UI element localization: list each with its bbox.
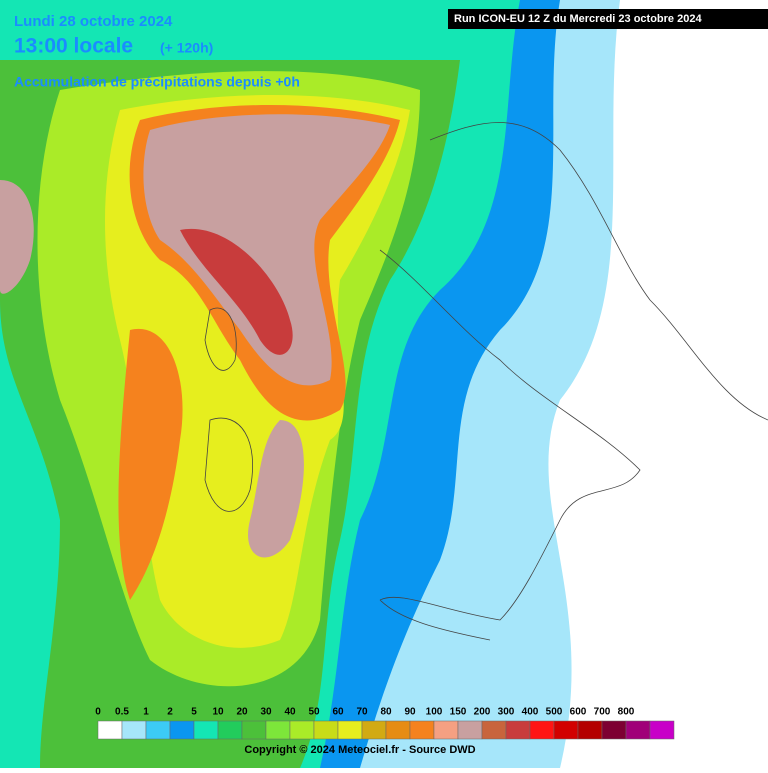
coastlines	[204, 122, 768, 641]
legend-label: 700	[594, 707, 611, 718]
legend-label: 300	[498, 707, 515, 718]
legend-label: 60	[332, 707, 344, 718]
legend-swatch	[433, 720, 459, 740]
legend: 0 0.5 1 2 5 10 20 30 40 50 60 70 80 90 100 150 200 300 400…	[95, 707, 675, 740]
legend-label: 600	[570, 707, 587, 718]
legend-label: 100	[426, 707, 443, 718]
legend-label: 40	[284, 707, 296, 718]
time-label: 13:00 locale	[14, 35, 133, 58]
legend-label: 150	[450, 707, 467, 718]
legend-swatch	[289, 720, 315, 740]
legend-label: 200	[474, 707, 491, 718]
legend-swatch	[625, 720, 651, 740]
legend-label: 0	[95, 707, 101, 718]
legend-swatch	[553, 720, 579, 740]
legend-swatch	[193, 720, 219, 740]
legend-swatch	[97, 720, 123, 740]
legend-swatch	[241, 720, 267, 740]
legend-swatch	[145, 720, 171, 740]
run-info: Run ICON-EU 12 Z du Mercredi 23 octobre …	[454, 13, 702, 25]
legend-swatch	[313, 720, 339, 740]
legend-swatch	[385, 720, 411, 740]
legend-label: 5	[191, 707, 197, 718]
legend-swatch	[577, 720, 603, 740]
legend-label: 2	[167, 707, 173, 718]
legend-swatch	[217, 720, 243, 740]
legend-label: 30	[260, 707, 272, 718]
legend-swatch	[481, 720, 507, 740]
legend-swatch	[409, 720, 435, 740]
legend-swatch	[265, 720, 291, 740]
legend-label: 400	[522, 707, 539, 718]
legend-swatch	[601, 720, 627, 740]
legend-label: 80	[380, 707, 392, 718]
legend-label: 0.5	[115, 707, 129, 718]
legend-label: 10	[212, 707, 224, 718]
legend-swatch	[361, 720, 387, 740]
legend-swatch	[169, 720, 195, 740]
legend-swatch	[505, 720, 531, 740]
legend-swatch	[649, 720, 675, 740]
legend-label: 20	[236, 707, 248, 718]
legend-label: 90	[404, 707, 416, 718]
legend-label: 50	[308, 707, 320, 718]
legend-label: 500	[546, 707, 563, 718]
field-label: Accumulation de précipitations depuis +0…	[14, 74, 300, 90]
date-label: Lundi 28 octobre 2024	[14, 13, 173, 30]
legend-swatch	[457, 720, 483, 740]
run-banner	[448, 9, 768, 29]
legend-label: 800	[618, 707, 635, 718]
legend-label: 1	[143, 707, 149, 718]
legend-label: 70	[356, 707, 368, 718]
legend-swatch	[121, 720, 147, 740]
lead-label: (+ 120h)	[160, 40, 213, 56]
legend-swatch	[337, 720, 363, 740]
copyright: Copyright © 2024 Meteociel.fr - Source D…	[244, 744, 475, 756]
legend-swatch	[529, 720, 555, 740]
